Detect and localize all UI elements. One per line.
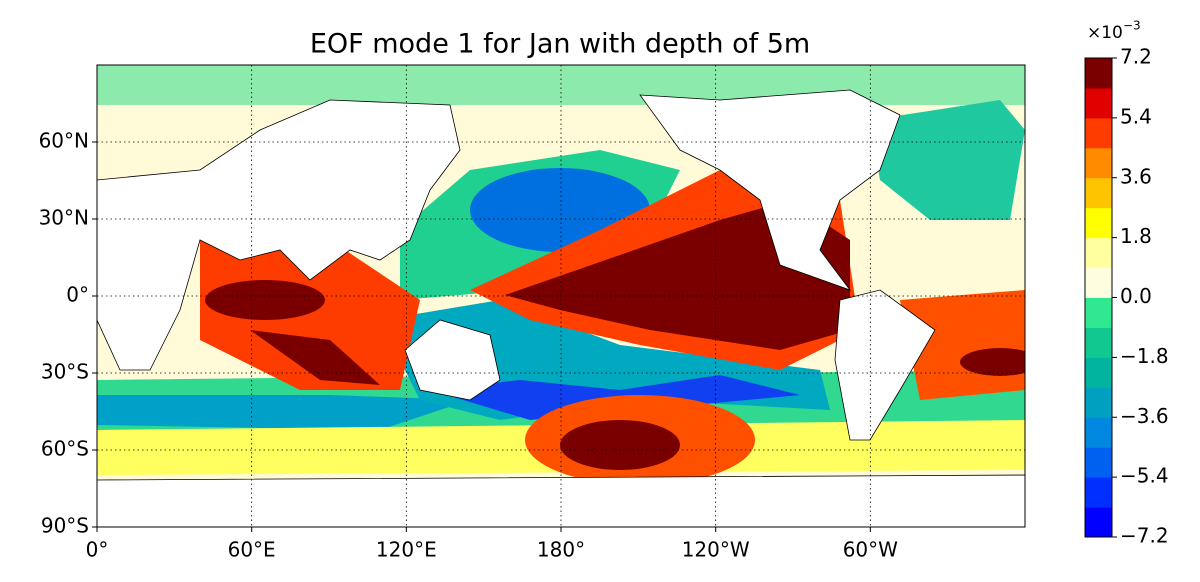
- colorbar-multiplier: ×10: [1087, 23, 1123, 43]
- indian-red: [200, 240, 420, 390]
- y-tick-label: 0°: [66, 283, 89, 307]
- colorbar-band: [1085, 117, 1112, 149]
- colorbar-band: [1085, 177, 1112, 209]
- colorbar-band: [1085, 447, 1112, 478]
- arctic-field: [97, 65, 1025, 105]
- indian-core: [250, 330, 380, 385]
- sp-core: [560, 420, 680, 470]
- colorbar-tick-label: 0.0: [1120, 284, 1152, 308]
- sa-core: [960, 348, 1025, 376]
- colorbar-band: [1085, 327, 1112, 358]
- x-tick-label: 0°: [86, 538, 109, 562]
- colorbar-tick-label: −1.8: [1120, 344, 1169, 368]
- colorbar-band: [1085, 297, 1112, 328]
- chart-title: EOF mode 1 for Jan with depth of 5m: [310, 29, 810, 60]
- y-tick-label: 30°S: [41, 360, 89, 384]
- x-tick-label: 60°E: [228, 538, 276, 562]
- x-tick-label: 120°E: [376, 538, 437, 562]
- colorbar-tick-label: 7.2: [1120, 45, 1152, 69]
- colorbar-tick-label: 3.6: [1120, 164, 1152, 188]
- y-tick-label: 60°S: [41, 437, 89, 461]
- colorbar-tick-label: −7.2: [1120, 524, 1169, 548]
- colorbar-band: [1085, 417, 1112, 448]
- colorbar-band: [1085, 207, 1112, 239]
- y-tick-label: 60°N: [39, 129, 89, 153]
- x-tick-label: 120°W: [682, 538, 750, 562]
- colorbar-band: [1085, 147, 1112, 179]
- colorbar-band: [1085, 237, 1112, 269]
- colorbar-band: [1085, 477, 1112, 508]
- colorbar-band: [1085, 58, 1112, 89]
- land: [97, 89, 1025, 527]
- y-tick-label: 90°S: [41, 514, 89, 538]
- colorbar-band: [1085, 387, 1112, 418]
- colorbar-exponent: −3: [1123, 19, 1141, 33]
- southern-blue: [97, 395, 470, 430]
- y-tick-label: 30°N: [39, 206, 89, 230]
- colorbar-tick-label: −5.4: [1120, 464, 1169, 488]
- colorbar-band: [1085, 507, 1112, 538]
- na-green: [870, 100, 1025, 220]
- colorbar-tick-label: −3.6: [1120, 404, 1169, 428]
- colorbar-band: [1085, 267, 1112, 298]
- x-tick-label: 60°W: [843, 538, 898, 562]
- x-tick-label: 180°: [537, 538, 585, 562]
- colorbar-band: [1085, 87, 1112, 119]
- colorbar-band: [1085, 357, 1112, 388]
- colorbar-tick-label: 1.8: [1120, 224, 1152, 248]
- pacific-core: [505, 200, 850, 350]
- colorbar-tick-label: 5.4: [1120, 104, 1152, 128]
- indian-core-north: [205, 280, 325, 320]
